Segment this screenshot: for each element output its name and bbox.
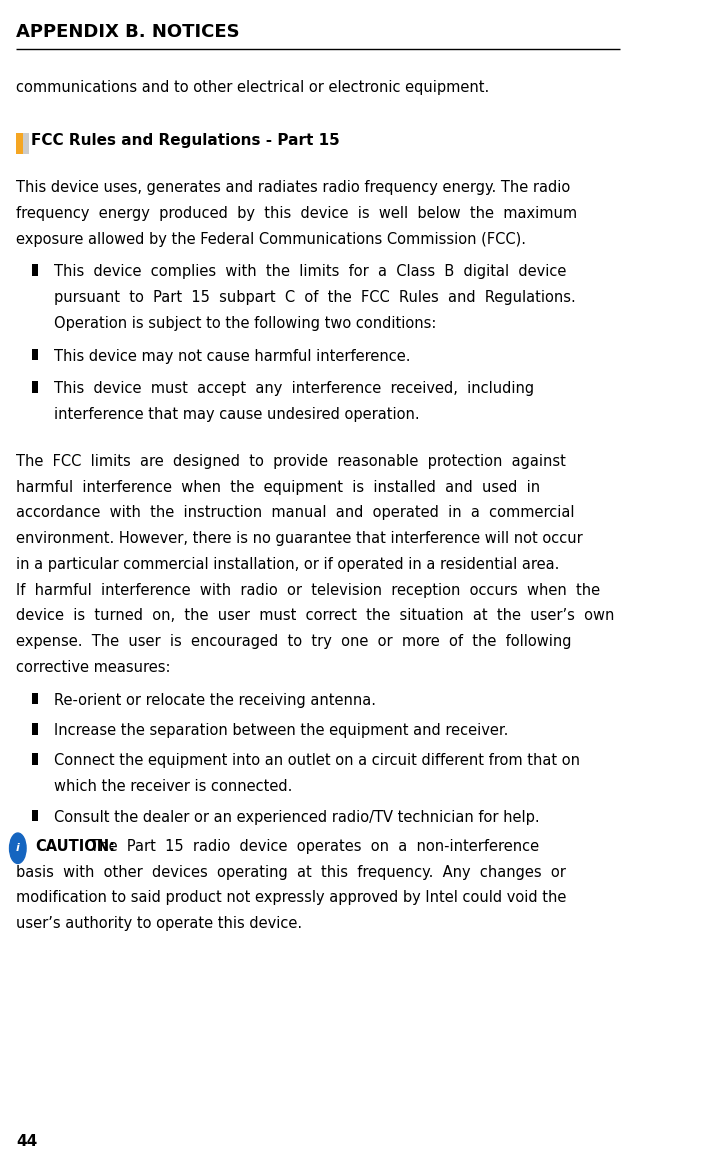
Text: i: i <box>16 844 20 853</box>
Text: user’s authority to operate this device.: user’s authority to operate this device. <box>16 916 302 931</box>
FancyBboxPatch shape <box>32 753 38 765</box>
Text: environment. However, there is no guarantee that interference will not occur: environment. However, there is no guaran… <box>16 531 583 546</box>
FancyBboxPatch shape <box>32 264 38 276</box>
Text: CAUTION:: CAUTION: <box>35 839 115 854</box>
Text: The  FCC  limits  are  designed  to  provide  reasonable  protection  against: The FCC limits are designed to provide r… <box>16 454 566 469</box>
Text: This  device  complies  with  the  limits  for  a  Class  B  digital  device: This device complies with the limits for… <box>54 264 567 280</box>
Text: Operation is subject to the following two conditions:: Operation is subject to the following tw… <box>54 316 437 331</box>
Text: modification to said product not expressly approved by Intel could void the: modification to said product not express… <box>16 890 567 906</box>
Text: Connect the equipment into an outlet on a circuit different from that on: Connect the equipment into an outlet on … <box>54 753 580 769</box>
Text: device  is  turned  on,  the  user  must  correct  the  situation  at  the  user: device is turned on, the user must corre… <box>16 608 614 624</box>
Text: in a particular commercial installation, or if operated in a residential area.: in a particular commercial installation,… <box>16 557 560 572</box>
Text: exposure allowed by the Federal Communications Commission (FCC).: exposure allowed by the Federal Communic… <box>16 232 526 247</box>
Text: pursuant  to  Part  15  subpart  C  of  the  FCC  Rules  and  Regulations.: pursuant to Part 15 subpart C of the FCC… <box>54 290 576 305</box>
FancyBboxPatch shape <box>32 381 38 393</box>
Text: The  Part  15  radio  device  operates  on  a  non-interference: The Part 15 radio device operates on a n… <box>82 839 539 854</box>
FancyBboxPatch shape <box>23 133 29 154</box>
Text: If  harmful  interference  with  radio  or  television  reception  occurs  when : If harmful interference with radio or te… <box>16 583 600 598</box>
Text: 44: 44 <box>16 1134 37 1149</box>
Text: which the receiver is connected.: which the receiver is connected. <box>54 779 292 794</box>
Text: interference that may cause undesired operation.: interference that may cause undesired op… <box>54 407 420 422</box>
Text: Increase the separation between the equipment and receiver.: Increase the separation between the equi… <box>54 723 508 738</box>
Text: This  device  must  accept  any  interference  received,  including: This device must accept any interference… <box>54 381 534 397</box>
Text: FCC Rules and Regulations - Part 15: FCC Rules and Regulations - Part 15 <box>31 133 340 149</box>
FancyBboxPatch shape <box>16 133 22 154</box>
Text: This device uses, generates and radiates radio frequency energy. The radio: This device uses, generates and radiates… <box>16 180 570 195</box>
Text: Consult the dealer or an experienced radio/TV technician for help.: Consult the dealer or an experienced rad… <box>54 810 540 825</box>
Text: Re-orient or relocate the receiving antenna.: Re-orient or relocate the receiving ante… <box>54 693 376 708</box>
FancyBboxPatch shape <box>32 810 38 821</box>
Text: corrective measures:: corrective measures: <box>16 660 170 675</box>
Circle shape <box>10 833 26 863</box>
Text: expense.  The  user  is  encouraged  to  try  one  or  more  of  the  following: expense. The user is encouraged to try o… <box>16 634 572 649</box>
FancyBboxPatch shape <box>32 693 38 704</box>
Text: APPENDIX B. NOTICES: APPENDIX B. NOTICES <box>16 23 240 41</box>
Text: accordance  with  the  instruction  manual  and  operated  in  a  commercial: accordance with the instruction manual a… <box>16 505 574 521</box>
FancyBboxPatch shape <box>32 349 38 360</box>
Text: This device may not cause harmful interference.: This device may not cause harmful interf… <box>54 349 411 364</box>
FancyBboxPatch shape <box>32 723 38 735</box>
Text: basis  with  other  devices  operating  at  this  frequency.  Any  changes  or: basis with other devices operating at th… <box>16 865 566 880</box>
Text: harmful  interference  when  the  equipment  is  installed  and  used  in: harmful interference when the equipment … <box>16 480 540 495</box>
Text: communications and to other electrical or electronic equipment.: communications and to other electrical o… <box>16 80 489 95</box>
Text: frequency  energy  produced  by  this  device  is  well  below  the  maximum: frequency energy produced by this device… <box>16 206 577 221</box>
